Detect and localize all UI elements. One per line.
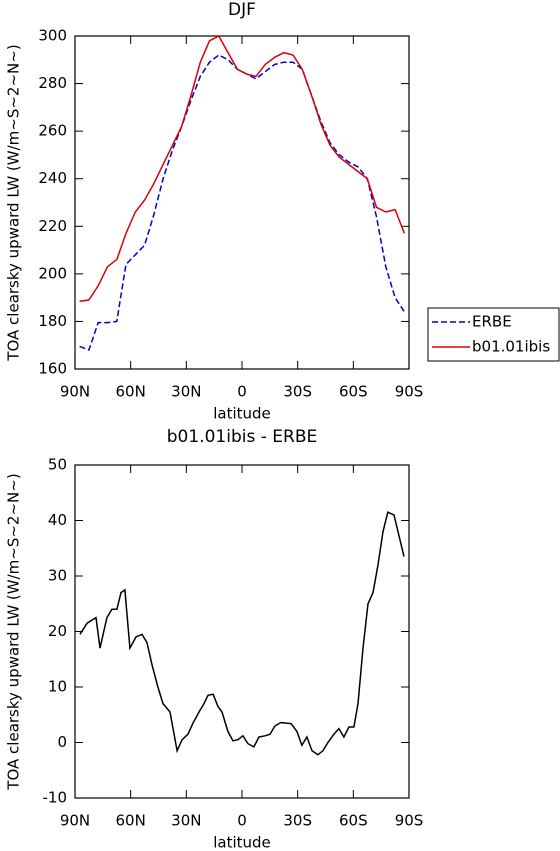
y-tick-label: 280 [38, 74, 67, 92]
y-axis-label: TOA clearsky upward LW (W/m~S~2~N~) [5, 44, 23, 361]
line-series [79, 54, 406, 351]
chart-title: b01.01ibis - ERBE [167, 427, 317, 447]
line-series [79, 511, 405, 756]
x-tick-label: 30N [171, 812, 201, 830]
y-tick-label: 240 [38, 169, 67, 187]
y-tick-label: 10 [48, 678, 67, 696]
x-tick-label: 90N [60, 383, 90, 401]
x-tick-label: 60S [339, 383, 368, 401]
y-tick-label: 20 [48, 622, 67, 640]
x-tick-label: 30S [283, 383, 312, 401]
x-tick-label: 90S [395, 812, 424, 830]
x-tick-label: 60S [339, 812, 368, 830]
chart-title: DJF [228, 0, 256, 20]
plot-frame [74, 35, 410, 370]
x-tick-label: 0 [237, 812, 247, 830]
x-tick-label: 30N [171, 383, 201, 401]
legend-label: ERBE [472, 313, 512, 331]
y-tick-label: -10 [43, 789, 68, 807]
y-tick-label: 300 [38, 27, 67, 45]
legend-box [427, 307, 560, 362]
x-tick-label: 60N [116, 812, 146, 830]
x-tick-label: 90S [395, 383, 424, 401]
x-tick-label: 60N [116, 383, 146, 401]
x-tick-label: 90N [60, 812, 90, 830]
y-tick-label: 260 [38, 122, 67, 140]
legend-label: b01.01ibis [472, 338, 550, 356]
plot-frame [74, 464, 410, 799]
y-axis-label: TOA clearsky upward LW (W/m~S~2~N~) [5, 473, 23, 790]
x-tick-label: 30S [283, 812, 312, 830]
y-tick-label: 50 [48, 456, 67, 474]
x-axis-label: latitude [213, 834, 271, 851]
y-tick-label: 200 [38, 264, 67, 282]
y-tick-label: 30 [48, 567, 67, 585]
y-tick-label: 0 [57, 733, 67, 751]
x-axis-label: latitude [213, 405, 271, 423]
y-tick-label: 160 [38, 360, 67, 378]
y-tick-label: 180 [38, 312, 67, 330]
y-tick-label: 220 [38, 217, 67, 235]
line-series [79, 35, 406, 302]
y-tick-label: 40 [48, 511, 67, 529]
x-tick-label: 0 [237, 383, 247, 401]
